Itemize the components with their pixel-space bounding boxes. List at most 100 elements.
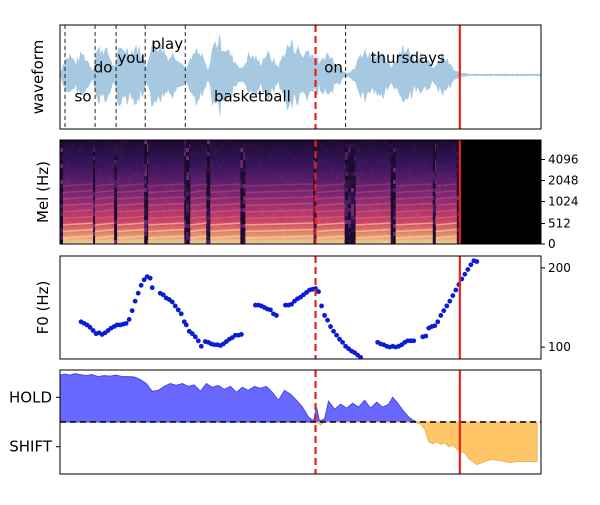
mel-panel: 0 512 1024 2048 4096 Mel (Hz) xyxy=(34,139,579,251)
f0-point xyxy=(465,267,471,272)
mel-speech-segment xyxy=(148,140,185,244)
mel-noise-cell xyxy=(183,236,186,240)
f0-point xyxy=(274,313,279,318)
mel-harmonic xyxy=(117,228,145,233)
mel-noise-cell xyxy=(114,152,117,156)
mel-noise-cell xyxy=(390,220,393,224)
word-label: do xyxy=(94,59,113,77)
f0-point xyxy=(468,262,474,268)
f0-point xyxy=(126,316,132,322)
mel-noise-cell xyxy=(348,208,351,212)
mel-noise-cell xyxy=(186,236,189,240)
mel-noise-cell xyxy=(186,232,189,236)
f0-point xyxy=(129,308,135,314)
mel-noise-cell xyxy=(393,212,396,216)
f0-point xyxy=(441,308,447,314)
mel-noise-cell xyxy=(186,176,189,180)
mel-harmonic xyxy=(148,183,185,187)
mel-harmonic xyxy=(210,209,241,213)
mel-harmonic xyxy=(316,202,345,207)
mel-noise-cell xyxy=(186,204,189,208)
mel-noise-cell xyxy=(390,152,393,156)
mel-noise-cell xyxy=(186,188,189,192)
mel-harmonic xyxy=(355,196,391,200)
f0-point xyxy=(438,313,444,318)
mel-harmonic xyxy=(316,215,345,220)
mel-noise-cell xyxy=(144,184,147,188)
mel-noise-cell xyxy=(60,204,63,208)
mel-noise-cell xyxy=(354,172,357,176)
marker-group xyxy=(314,140,461,244)
mel-harmonic xyxy=(355,183,391,187)
mel-noise-cell xyxy=(186,148,189,152)
mel-noise-cell xyxy=(183,196,186,200)
mel-harmonic xyxy=(395,215,433,220)
mel-noise-cell xyxy=(183,152,186,156)
mel-noise-cell xyxy=(345,212,348,216)
f0-frame xyxy=(59,255,542,360)
mel-noise-cell xyxy=(456,240,459,244)
mel-noise-cell xyxy=(432,172,435,176)
mel-noise-cell xyxy=(243,168,246,172)
mel-noise-cell xyxy=(348,232,351,236)
turn-panel: HOLD SHIFT xyxy=(9,369,542,475)
mel-harmonic xyxy=(62,209,94,213)
mel-ytick-label: 1024 xyxy=(548,195,579,209)
mel-noise-cell xyxy=(183,144,186,148)
mel-noise-cell xyxy=(207,196,210,200)
mel-harmonic xyxy=(94,189,115,194)
f0-point xyxy=(328,324,333,329)
mel-noise-cell xyxy=(243,156,246,160)
mel-noise-cell xyxy=(243,196,246,200)
mel-noise-cell xyxy=(348,240,351,244)
mel-noise-cell xyxy=(60,156,63,160)
mel-noise-cell xyxy=(114,176,117,180)
f0-point xyxy=(195,338,201,344)
f0-point xyxy=(175,307,181,313)
mel-ytick-label: 512 xyxy=(548,217,571,231)
mel-noise-cell xyxy=(315,180,318,184)
mel-speech-segment xyxy=(210,140,241,244)
mel-noise-cell xyxy=(354,156,357,160)
f0-point xyxy=(189,331,195,337)
mel-noise-cell xyxy=(114,160,117,164)
mel-noise-cell xyxy=(354,144,357,148)
mel-harmonic xyxy=(435,189,457,194)
mel-noise-cell xyxy=(240,180,243,184)
mel-noise-cell xyxy=(390,144,393,148)
mel-noise-cell xyxy=(93,224,96,228)
mel-harmonic xyxy=(148,189,185,194)
mel-harmonic xyxy=(94,209,115,213)
mel-harmonic xyxy=(62,228,94,233)
mel-harmonic xyxy=(210,202,241,207)
mel-harmonic xyxy=(190,202,207,207)
mel-noise-cell xyxy=(456,168,459,172)
marker-group xyxy=(314,256,461,359)
mel-noise-cell xyxy=(351,196,354,200)
f0-point xyxy=(474,259,480,264)
mel-noise-cell xyxy=(393,148,396,152)
mel-noise-cell xyxy=(456,212,459,216)
mel-noise-cell xyxy=(390,164,393,168)
mel-noise-cell xyxy=(60,180,63,184)
mel-noise-cell xyxy=(207,220,210,224)
mel-noise-cell xyxy=(243,224,246,228)
word-label: thursdays xyxy=(371,49,445,67)
mel-speech-segment xyxy=(117,140,145,244)
mel-noise-cell xyxy=(315,192,318,196)
mel-noise-cell xyxy=(144,172,147,176)
mel-harmonic xyxy=(395,209,433,213)
mel-noise-cell xyxy=(186,212,189,216)
mel-harmonic xyxy=(355,228,391,233)
mel-noise-cell xyxy=(354,204,357,208)
mel-harmonic xyxy=(94,202,115,207)
mel-noise-cell xyxy=(456,236,459,240)
mel-silence xyxy=(459,140,541,244)
f0-point xyxy=(358,355,364,359)
mel-noise-cell xyxy=(114,240,117,244)
f0-point xyxy=(268,307,273,313)
mel-noise-cell xyxy=(186,172,189,176)
mel-harmonic xyxy=(94,215,115,220)
mel-harmonic xyxy=(148,209,185,213)
